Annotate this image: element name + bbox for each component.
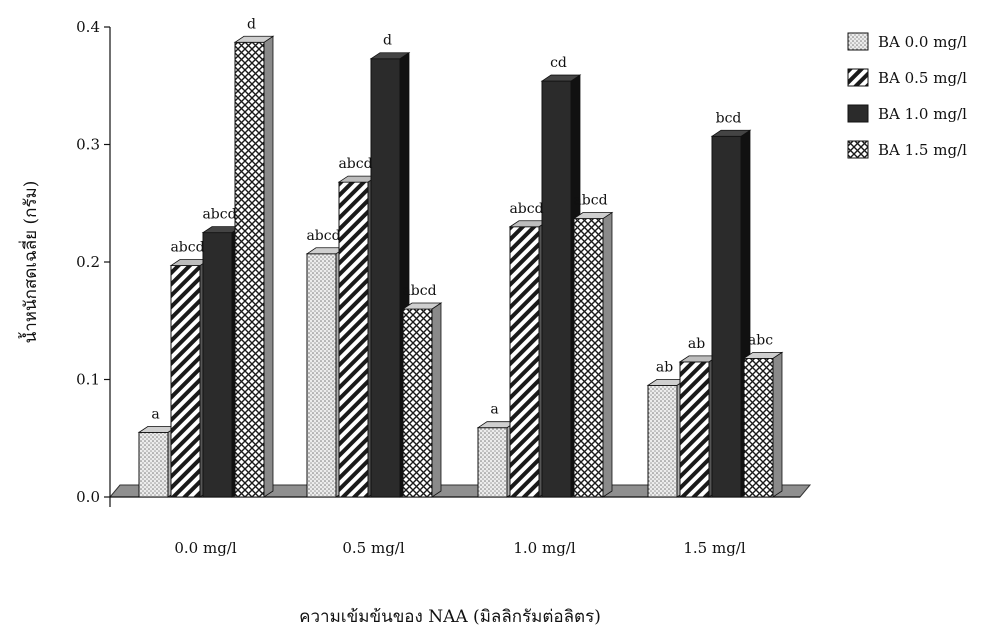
bar-front: [370, 58, 401, 498]
data-label: d: [383, 33, 392, 49]
bar-side: [772, 351, 783, 498]
bar-front: [338, 181, 369, 498]
bar: [742, 351, 784, 498]
bar-top: [540, 74, 582, 82]
bar-front: [477, 427, 508, 498]
data-label: ab: [688, 336, 705, 352]
y-tick-label: 0.4: [76, 18, 100, 36]
y-tick-label: 0.2: [76, 253, 100, 271]
bar: [401, 302, 443, 498]
data-label: a: [151, 406, 159, 422]
data-label: abcd: [338, 156, 372, 172]
data-label: abc: [748, 332, 773, 348]
legend-label: BA 1.0 mg/l: [878, 105, 967, 123]
legend-swatch: [847, 68, 869, 87]
data-label: abcd: [573, 193, 607, 209]
category-labels-group: 0.0 mg/l 0.5 mg/l 1.0 mg/l 1.5 mg/l: [174, 539, 746, 557]
bar: [233, 35, 275, 498]
x-axis-title: ความเข้มข้นของ NAA (มิลลิกรัมต่อลิตร): [299, 607, 601, 627]
legend-swatch: [847, 140, 869, 159]
y-tick-label: 0.3: [76, 136, 100, 154]
bar-front: [306, 253, 337, 498]
bar: [572, 211, 614, 498]
bar-top: [572, 212, 614, 219]
bar-front: [138, 431, 169, 498]
bar-front: [647, 384, 678, 498]
data-label: cd: [550, 55, 567, 71]
bar-front: [573, 218, 604, 498]
bar-front: [743, 357, 774, 498]
bar-top: [742, 351, 784, 359]
bar-front: [202, 232, 233, 498]
legend-swatch: [847, 104, 869, 123]
category-label: 0.5 mg/l: [342, 539, 405, 557]
bar-front: [711, 135, 742, 498]
category-label: 1.5 mg/l: [683, 539, 746, 557]
data-label: abcd: [402, 283, 436, 299]
bars-group: [137, 35, 784, 498]
bar-top: [710, 129, 752, 137]
category-label: 1.0 mg/l: [513, 539, 576, 557]
bar-top: [401, 302, 443, 310]
data-label: a: [490, 402, 498, 418]
y-tick-label: 0.1: [76, 371, 100, 389]
legend-item: BA 1.0 mg/l: [847, 104, 967, 123]
legend-label: BA 0.5 mg/l: [878, 69, 967, 87]
bar-side: [263, 35, 274, 498]
legend-item: BA 1.5 mg/l: [847, 140, 967, 159]
legend-item: BA 0.0 mg/l: [847, 32, 967, 51]
bar-front: [509, 226, 540, 498]
data-label: abcd: [306, 228, 340, 244]
bar-top: [233, 35, 275, 43]
data-label: abcd: [509, 201, 543, 217]
legend-label: BA 0.0 mg/l: [878, 33, 967, 51]
bar-front: [170, 265, 201, 498]
data-label: d: [247, 16, 256, 32]
data-label: ab: [656, 359, 673, 375]
bar-front: [234, 41, 265, 498]
bar-front: [402, 308, 433, 498]
bar-side: [431, 302, 442, 498]
y-axis-title: น้ำหนักสดเฉลี่ย (กรัม): [18, 181, 41, 344]
legend-swatch: [847, 32, 869, 51]
bar-side: [602, 211, 613, 498]
data-label: abcd: [202, 207, 236, 223]
data-label: abcd: [170, 240, 204, 256]
bar-front: [679, 361, 710, 498]
legend-label: BA 1.5 mg/l: [878, 141, 967, 159]
bar-front: [541, 80, 572, 498]
legend-item: BA 0.5 mg/l: [847, 68, 967, 87]
bar-top: [369, 52, 411, 60]
category-label: 0.0 mg/l: [174, 539, 237, 557]
y-tick-label: 0.0: [76, 488, 100, 506]
bar: [369, 51, 411, 498]
data-label: bcd: [716, 110, 742, 126]
legend: BA 0.0 mg/l BA 0.5 mg/l BA 1.0 mg/l BA 1.5 …: [847, 32, 967, 159]
